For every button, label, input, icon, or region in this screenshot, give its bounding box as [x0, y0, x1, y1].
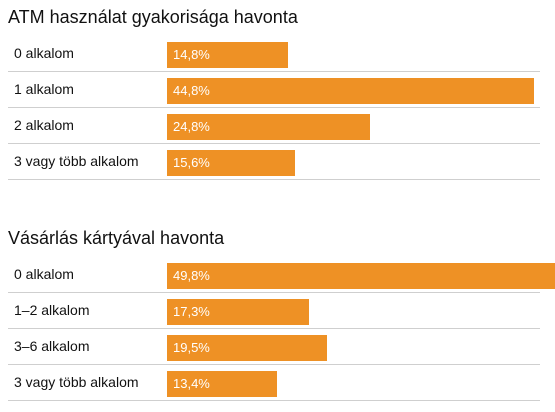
bar — [167, 299, 309, 325]
bar-value-label: 13,4% — [173, 376, 210, 391]
bar — [167, 42, 289, 68]
category-label: 3 vagy több alkalom — [14, 374, 139, 390]
bar — [167, 371, 277, 397]
chart-row: 2 alkalom 24,8% — [8, 108, 540, 144]
chart-title: Vásárlás kártyával havonta — [8, 228, 225, 248]
bar-value-label: 19,5% — [173, 340, 210, 355]
chart-row: 3 vagy több alkalom 13,4% — [8, 365, 540, 401]
category-label: 3–6 alkalom — [14, 338, 90, 354]
category-label: 0 alkalom — [14, 45, 74, 61]
chart-row: 3 vagy több alkalom 15,6% — [8, 144, 540, 180]
category-label: 1 alkalom — [14, 81, 74, 97]
bar — [167, 114, 371, 140]
chart-section: Vásárlás kártyával havonta 0 alkalom 49,8%… — [0, 227, 555, 401]
category-label: 0 alkalom — [14, 266, 74, 282]
category-label: 2 alkalom — [14, 117, 74, 133]
chart-row: 0 alkalom 14,8% — [8, 36, 540, 72]
chart-row: 3–6 alkalom 19,5% — [8, 329, 540, 365]
chart-row: 1 alkalom 44,8% — [8, 72, 540, 108]
bar-value-label: 44,8% — [173, 83, 210, 98]
bar-value-label: 14,8% — [173, 47, 210, 62]
bar — [167, 78, 535, 104]
category-label: 1–2 alkalom — [14, 302, 90, 318]
bar-value-label: 17,3% — [173, 304, 210, 319]
chart-row: 0 alkalom 49,8% — [8, 257, 555, 293]
bar — [167, 150, 295, 176]
category-label: 3 vagy több alkalom — [14, 153, 139, 169]
bar-value-label: 15,6% — [173, 155, 210, 170]
bar — [167, 263, 555, 289]
bar-value-label: 49,8% — [173, 268, 210, 283]
bar — [167, 335, 327, 361]
chart-section: ATM használat gyakorisága havonta 0 alkal… — [0, 6, 555, 180]
bar-value-label: 24,8% — [173, 119, 210, 134]
chart-title: ATM használat gyakorisága havonta — [8, 7, 298, 27]
chart-row: 1–2 alkalom 17,3% — [8, 293, 540, 329]
